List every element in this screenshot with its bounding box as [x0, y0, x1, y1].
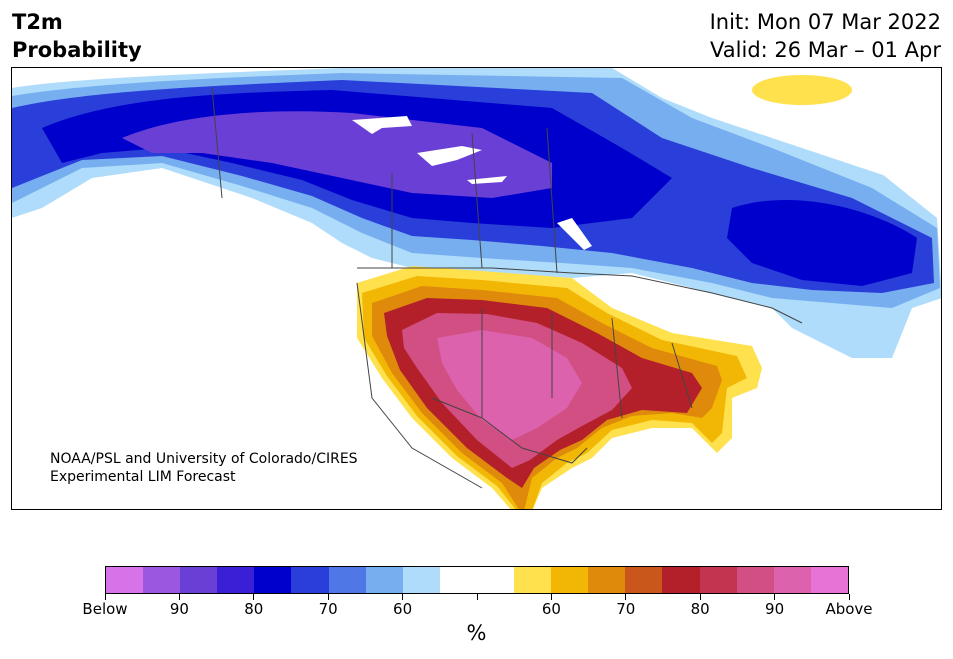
colorbar-tick-label: 90 — [765, 600, 785, 618]
colorbar-swatch — [402, 567, 440, 593]
lake-great-slave — [417, 146, 482, 166]
title-line-1: T2m — [12, 10, 63, 34]
title-line-2: Probability — [12, 38, 142, 62]
arctic-yellow — [752, 75, 852, 105]
colorbar-swatch — [699, 567, 737, 593]
colorbar — [105, 566, 849, 594]
colorbar-swatch — [551, 567, 589, 593]
lake-great-bear — [352, 116, 412, 134]
colorbar-tick — [699, 594, 701, 600]
colorbar-swatch — [514, 567, 552, 593]
probability-map: NOAA/PSL and University of Colorado/CIRE… — [11, 67, 942, 510]
colorbar-tick — [104, 594, 106, 600]
colorbar-swatch — [365, 567, 403, 593]
colorbar-tick — [178, 594, 180, 600]
colorbar-swatch — [291, 567, 329, 593]
colorbar-tick — [327, 594, 329, 600]
cold-region-east-80 — [727, 199, 917, 286]
colorbar-swatch — [588, 567, 626, 593]
colorbar-swatch — [736, 567, 774, 593]
colorbar-tick — [253, 594, 255, 600]
colorbar-swatch — [773, 567, 811, 593]
init-date: Init: Mon 07 Mar 2022 — [709, 10, 941, 34]
colorbar-tick-label: 70 — [616, 600, 636, 618]
arctic-white — [612, 68, 941, 188]
colorbar-tick-label: Above — [825, 600, 873, 618]
credit-line-1: NOAA/PSL and University of Colorado/CIRE… — [50, 451, 358, 467]
colorbar-tick-label: 80 — [690, 600, 710, 618]
forecast-dates: Init: Mon 07 Mar 2022 Valid: 26 Mar – 01… — [710, 8, 941, 64]
map-title: T2m Probability — [12, 8, 142, 64]
colorbar-tick — [476, 594, 478, 600]
pacific-white — [12, 178, 510, 509]
colorbar-tick — [848, 594, 850, 600]
greatlakes-white — [572, 273, 792, 343]
colorbar-swatch — [217, 567, 255, 593]
political-borders — [211, 87, 803, 489]
colorbar-swatch — [476, 567, 515, 593]
colorbar-tick-label: 70 — [318, 600, 338, 618]
colorbar-tick — [550, 594, 552, 600]
colorbar-tick — [774, 594, 776, 600]
colorbar-tick — [625, 594, 627, 600]
colorbar-tick-label: 60 — [393, 600, 413, 618]
colorbar-swatch — [810, 567, 848, 593]
map-canvas — [12, 68, 941, 509]
colorbar-tick — [402, 594, 404, 600]
colorbar-tick-label: Below — [82, 600, 128, 618]
warm-region-above — [437, 330, 582, 440]
colorbar-swatch — [439, 567, 477, 593]
colorbar-tick-label: 80 — [244, 600, 264, 618]
colorbar-tick-label: 90 — [169, 600, 189, 618]
credit-line-2: Experimental LIM Forecast — [50, 469, 236, 485]
colorbar-swatch — [662, 567, 700, 593]
colorbar-swatch — [625, 567, 663, 593]
colorbar-unit: % — [466, 621, 487, 645]
colorbar-swatch — [180, 567, 218, 593]
colorbar-swatch — [254, 567, 292, 593]
colorbar-swatch — [106, 567, 144, 593]
lake-winnipeg — [557, 218, 592, 250]
colorbar-swatch — [328, 567, 366, 593]
colorbar-swatch — [143, 567, 181, 593]
credit-text: NOAA/PSL and University of Colorado/CIRE… — [50, 450, 358, 486]
valid-range: Valid: 26 Mar – 01 Apr — [710, 38, 941, 62]
lake-athabasca — [467, 176, 507, 184]
colorbar-tick-label: 60 — [541, 600, 561, 618]
cold-region-90 — [122, 111, 552, 198]
